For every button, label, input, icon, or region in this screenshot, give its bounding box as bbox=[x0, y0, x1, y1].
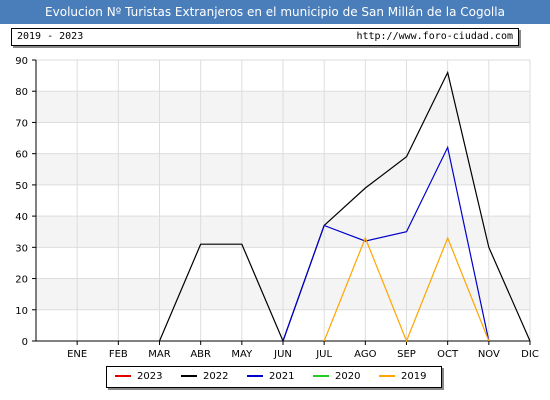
legend: 2023 2022 2021 2020 2019 bbox=[106, 366, 442, 388]
y-tick-label: 70 bbox=[15, 118, 28, 129]
legend-item-2020: 2020 bbox=[313, 367, 360, 387]
y-tick-label: 10 bbox=[15, 306, 28, 317]
x-tick-label: JUN bbox=[273, 349, 292, 360]
y-tick-label: 50 bbox=[15, 181, 28, 192]
y-tick-label: 0 bbox=[22, 337, 28, 348]
y-tick-label: 40 bbox=[15, 212, 28, 223]
y-tick-label: 60 bbox=[15, 150, 28, 161]
series-line-2019 bbox=[323, 236, 490, 343]
x-tick-label: FEB bbox=[109, 349, 128, 360]
legend-swatch bbox=[313, 375, 329, 377]
source-url: http://www.foro-ciudad.com bbox=[356, 31, 513, 42]
legend-item-2019: 2019 bbox=[379, 367, 426, 387]
chart-title: Evolucion Nº Turistas Extranjeros en el … bbox=[0, 0, 550, 24]
x-tick-label: MAY bbox=[231, 349, 253, 360]
legend-swatch bbox=[247, 375, 263, 377]
legend-label: 2023 bbox=[137, 371, 163, 382]
y-tick-label: 30 bbox=[15, 243, 28, 254]
legend-label: 2019 bbox=[401, 371, 427, 382]
legend-swatch bbox=[379, 375, 395, 377]
x-tick-label: SEP bbox=[397, 349, 416, 360]
x-tick-label: OCT bbox=[437, 349, 459, 360]
period-label: 2019 - 2023 bbox=[17, 31, 84, 42]
x-tick-label: ENE bbox=[67, 349, 87, 360]
legend-swatch bbox=[181, 375, 197, 377]
y-tick-label: 20 bbox=[15, 275, 28, 286]
legend-label: 2022 bbox=[203, 371, 229, 382]
x-tick-label: AGO bbox=[354, 349, 376, 360]
legend-item-2023: 2023 bbox=[115, 367, 162, 387]
y-tick-label: 80 bbox=[15, 87, 28, 98]
legend-label: 2021 bbox=[269, 371, 295, 382]
legend-item-2021: 2021 bbox=[247, 367, 294, 387]
x-tick-label: DIC bbox=[521, 349, 539, 360]
x-tick-label: NOV bbox=[478, 349, 500, 360]
series-line-2022 bbox=[158, 70, 531, 343]
y-tick-label: 90 bbox=[15, 56, 28, 67]
x-tick-label: JUL bbox=[315, 349, 332, 360]
series-line-2021 bbox=[282, 145, 490, 342]
legend-swatch bbox=[115, 375, 131, 377]
x-tick-label: MAR bbox=[148, 349, 170, 360]
x-tick-label: ABR bbox=[190, 349, 211, 360]
legend-item-2022: 2022 bbox=[181, 367, 228, 387]
info-box: 2019 - 2023 http://www.foro-ciudad.com bbox=[11, 28, 519, 46]
legend-label: 2020 bbox=[335, 371, 361, 382]
